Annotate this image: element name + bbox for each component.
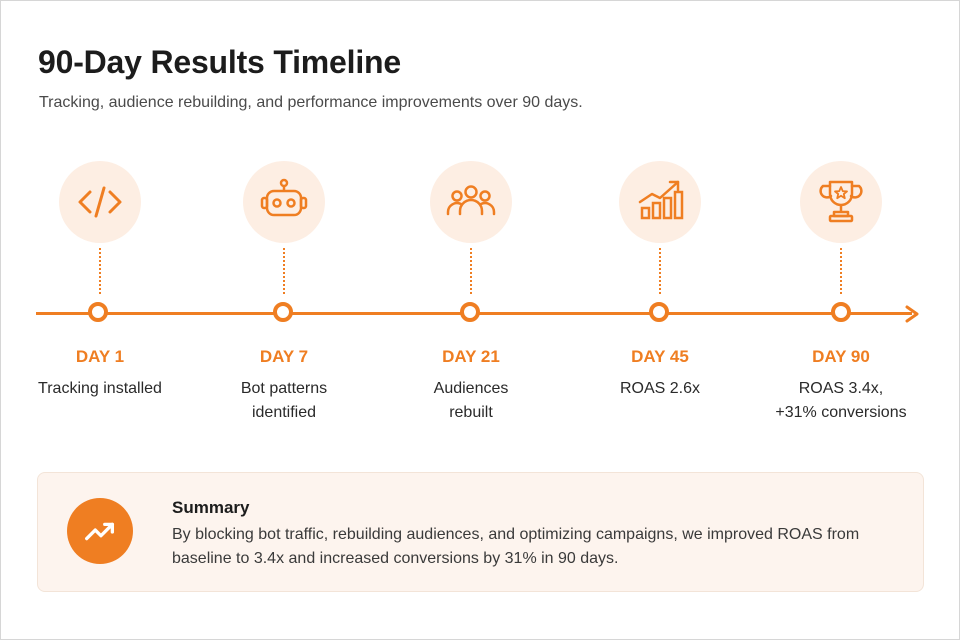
trophy-icon [800,161,882,243]
step-label: Bot patterns identified [240,380,328,421]
step-label: ROAS 2.6x [619,380,701,397]
step-day: DAY 1 [75,347,125,366]
timeline-node [831,302,851,322]
growth-chart-icon [619,161,701,243]
page-subtitle: Tracking, audience rebuilding, and perfo… [39,94,583,111]
step-day: DAY 7 [259,347,309,366]
step-label: Tracking installed [38,380,162,397]
timeline-arrowhead [905,305,919,323]
timeline-node [88,302,108,322]
summary-body: By blocking bot traffic, rebuilding audi… [172,526,860,567]
code-icon [59,161,141,243]
robot-icon [243,161,325,243]
step-label: ROAS 3.4x, +31% conversions [775,380,907,421]
trend-up-icon [67,498,133,564]
step-label: Audiences rebuilt [433,380,509,421]
step-day: DAY 45 [631,347,689,366]
audience-icon [430,161,512,243]
connector-dots [659,248,661,294]
step-day: DAY 90 [812,347,870,366]
timeline-node [649,302,669,322]
timeline-node [460,302,480,322]
page-title: 90-Day Results Timeline [38,44,401,80]
connector-dots [470,248,472,294]
connector-dots [99,248,101,294]
timeline-node [273,302,293,322]
summary-heading: Summary [172,498,250,517]
connector-dots [283,248,285,294]
connector-dots [840,248,842,294]
summary-card: Summary By blocking bot traffic, rebuild… [37,472,924,592]
step-day: DAY 21 [442,347,500,366]
